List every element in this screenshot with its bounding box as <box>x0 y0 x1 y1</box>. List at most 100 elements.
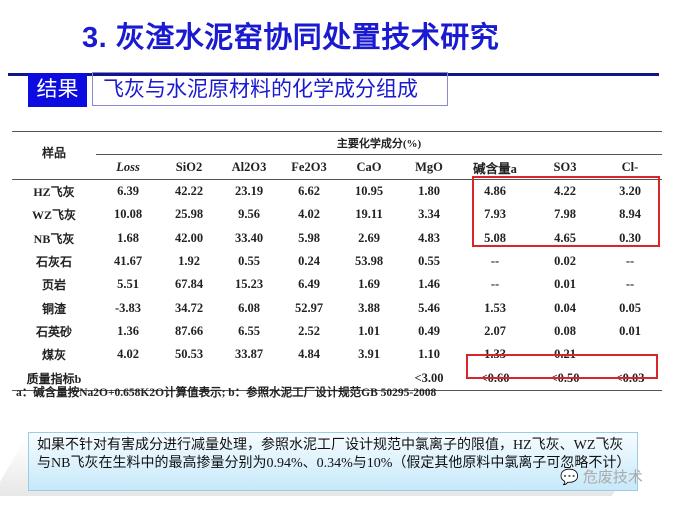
table-cell: 0.49 <box>418 323 440 338</box>
table-cell <box>338 366 400 391</box>
table-cell: 1.69 <box>358 277 380 292</box>
table-cell: 1.68 <box>117 230 139 245</box>
row-label: HZ飞灰 <box>33 185 75 200</box>
table-cell: 0.01 <box>554 277 576 292</box>
table-cell: 6.62 <box>298 184 320 199</box>
result-tag: 结果 <box>28 73 87 107</box>
table-cell: 3.91 <box>358 347 380 362</box>
column-header: CaO <box>338 154 400 180</box>
table-cell: 19.11 <box>355 207 383 222</box>
table-cell <box>160 366 218 391</box>
table-cell: 5.08 <box>484 230 506 245</box>
slide-title: 3. 灰渣水泥窑协同处置技术研究 <box>82 22 500 54</box>
table-cell: 4.83 <box>418 230 440 245</box>
table-cell: 5.98 <box>298 230 320 245</box>
table-cell: 10.08 <box>113 207 143 222</box>
table-cell: 2.07 <box>484 323 506 338</box>
table-cell: -- <box>490 277 500 292</box>
wechat-icon: 💬 <box>560 469 579 486</box>
column-header: Fe2O3 <box>280 154 338 180</box>
table-cell: 6.55 <box>238 323 260 338</box>
row-label: 石灰石 <box>35 255 72 270</box>
table-cell: 0.55 <box>418 254 440 269</box>
table-cell: 5.51 <box>117 277 139 292</box>
table-cell: 6.49 <box>298 277 320 292</box>
table-cell: 4.65 <box>554 230 576 245</box>
table-cell: 0.04 <box>554 300 576 315</box>
table-cell: 1.92 <box>178 254 200 269</box>
table-cell: 3.34 <box>418 207 440 222</box>
table-cell: 6.39 <box>117 184 139 199</box>
table-cell: 3.20 <box>619 184 641 199</box>
column-header: Cl- <box>598 154 662 180</box>
table-row: HZ飞灰 6.39 42.22 23.19 6.62 10.95 1.80 4.86 4.22 3… <box>12 180 662 204</box>
table-cell: 42.00 <box>174 230 204 245</box>
table-cell: 1.46 <box>418 277 440 292</box>
table-cell: 50.53 <box>174 347 204 362</box>
table-cell: <3.00 <box>400 366 458 391</box>
table-cell: 0.08 <box>554 323 576 338</box>
table-cell: 25.98 <box>174 207 204 222</box>
table-cell: 42.22 <box>174 184 204 199</box>
table-cell: 87.66 <box>174 323 204 338</box>
table-cell: 67.84 <box>174 277 204 292</box>
watermark: 💬 危废技术 <box>560 469 643 486</box>
table-cell: -- <box>625 277 635 292</box>
title-divider <box>8 73 659 76</box>
column-header: 碱含量a <box>458 154 532 180</box>
table-cell: 6.08 <box>238 300 260 315</box>
row-label: 铜渣 <box>41 301 66 316</box>
header-group: 主要化学成分(%) <box>96 131 662 155</box>
table-cell: 2.69 <box>358 230 380 245</box>
row-label: WZ飞灰 <box>31 208 76 223</box>
table-cell: 1.01 <box>358 323 380 338</box>
table-cell: 0.05 <box>619 300 641 315</box>
section-subtitle: 飞灰与水泥原材料的化学成分组成 <box>92 72 448 106</box>
composition-table: 样品 主要化学成分(%) Loss SiO2 Al2O3 Fe2O3 CaO MgO 碱含量… <box>12 131 662 391</box>
table-cell <box>280 366 338 391</box>
table-cell: 34.72 <box>174 300 204 315</box>
table-cell: 33.40 <box>234 230 264 245</box>
column-header: Al2O3 <box>218 154 280 180</box>
table-cell <box>218 366 280 391</box>
table-row: NB飞灰 1.68 42.00 33.40 5.98 2.69 4.83 5.08 4.65 0.… <box>12 227 662 250</box>
table-cell: 1.53 <box>484 300 506 315</box>
table-cell: 9.56 <box>238 207 260 222</box>
row-label: 石英砂 <box>35 324 72 339</box>
row-label: 页岩 <box>41 278 66 293</box>
table-cell: 8.94 <box>619 207 641 222</box>
table-cell: 4.84 <box>298 347 320 362</box>
table-cell: 0.30 <box>619 230 641 245</box>
table-cell: 7.93 <box>484 207 506 222</box>
table-cell: 10.95 <box>354 184 384 199</box>
column-header: MgO <box>400 154 458 180</box>
table-cell: 4.86 <box>484 184 506 199</box>
table-cell: 0.55 <box>238 254 260 269</box>
table-cell: 7.98 <box>554 207 576 222</box>
table-cell <box>96 366 160 391</box>
column-header: SiO2 <box>160 154 218 180</box>
table-cell: 4.22 <box>554 184 576 199</box>
table-cell: -- <box>625 254 635 269</box>
row-label: 质量指标b <box>12 366 96 391</box>
table-row: 页岩 5.51 67.84 15.23 6.49 1.69 1.46 -- 0.01 -- <box>12 273 662 296</box>
table-cell: -- <box>490 254 500 269</box>
table-cell: 5.46 <box>418 300 440 315</box>
table-cell: 33.87 <box>234 347 264 362</box>
highlight-box-fly-ash <box>472 176 660 247</box>
table-row: 铜渣 -3.83 34.72 6.08 52.97 3.88 5.46 1.53 0.04 0.0… <box>12 296 662 319</box>
table-cell: 52.97 <box>294 300 324 315</box>
table-cell: 15.23 <box>234 277 264 292</box>
table-cell: 41.67 <box>113 254 143 269</box>
table-cell: 4.02 <box>117 347 139 362</box>
table-row: 石灰石 41.67 1.92 0.55 0.24 53.98 0.55 -- 0.02 -- <box>12 250 662 273</box>
table-cell: 53.98 <box>354 254 384 269</box>
row-label: NB飞灰 <box>33 231 75 246</box>
column-header: SO3 <box>532 154 598 180</box>
conclusion-callout: 如果不针对有害成分进行减量处理，参照水泥工厂设计规范中氯离子的限值，HZ飞灰、W… <box>28 432 638 491</box>
table-row: WZ飞灰 10.08 25.98 9.56 4.02 19.11 3.34 7.93 7.98 8… <box>12 203 662 226</box>
table-cell: -3.83 <box>114 300 142 315</box>
table-cell: 1.10 <box>418 347 440 362</box>
table-cell: 0.02 <box>554 254 576 269</box>
table-cell: 2.52 <box>298 323 320 338</box>
